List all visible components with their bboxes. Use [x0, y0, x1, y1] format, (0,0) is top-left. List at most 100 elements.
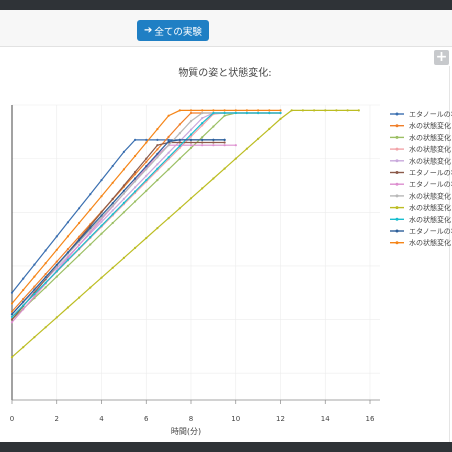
data-point — [100, 214, 103, 217]
legend-item[interactable]: 水の状態変化 — [390, 121, 451, 130]
data-point — [201, 124, 204, 127]
data-point — [145, 168, 148, 171]
data-point — [66, 251, 69, 254]
data-point — [212, 144, 215, 147]
data-point — [22, 277, 25, 280]
data-point — [111, 266, 114, 269]
top-bar — [0, 0, 452, 10]
data-point — [178, 157, 181, 160]
data-point — [301, 109, 304, 112]
data-point — [89, 224, 92, 227]
legend-item[interactable]: 水の状態変化 — [390, 156, 451, 165]
data-point — [66, 221, 69, 224]
data-point — [201, 111, 204, 115]
data-point — [201, 144, 204, 147]
data-point — [268, 109, 271, 112]
x-tick-label: 12 — [276, 415, 285, 423]
data-point — [100, 179, 103, 182]
data-point — [89, 236, 92, 239]
data-point — [189, 146, 193, 149]
data-point — [279, 109, 282, 112]
x-tick-label: 4 — [99, 415, 104, 423]
data-point — [201, 109, 204, 112]
data-point — [66, 258, 69, 261]
chart-title: 物質の姿と状態変化: — [178, 66, 271, 79]
legend-marker — [395, 147, 399, 151]
all-experiments-button[interactable]: ➔ 全ての実験 — [137, 20, 209, 41]
data-point — [122, 211, 125, 214]
data-point — [100, 211, 103, 214]
legend-item[interactable]: エタノールの状態変化 — [390, 168, 452, 177]
data-point — [100, 232, 103, 235]
data-point — [22, 288, 25, 292]
data-point — [78, 207, 81, 210]
legend-item[interactable]: エタノールの状態変化 — [390, 110, 452, 119]
data-point — [44, 262, 47, 265]
data-point — [78, 235, 81, 238]
data-point — [10, 302, 14, 305]
data-point — [145, 236, 148, 240]
data-point — [245, 147, 248, 150]
data-point — [290, 109, 293, 112]
legend-item[interactable]: 水の状態変化 — [390, 203, 451, 212]
chart-grid — [11, 104, 380, 400]
data-point — [178, 138, 181, 141]
legend-item[interactable]: 水の状態変化 — [390, 145, 451, 154]
legend-item[interactable]: エタノールの状態変化 — [390, 180, 452, 189]
data-point — [10, 313, 14, 316]
data-point — [167, 168, 170, 171]
data-point — [78, 296, 81, 299]
data-point — [10, 315, 14, 318]
data-point — [189, 111, 193, 115]
legend-marker — [395, 124, 399, 128]
toolbar — [0, 10, 452, 47]
data-point — [122, 189, 125, 192]
data-point — [189, 141, 193, 144]
data-point — [66, 235, 69, 238]
data-point — [167, 217, 170, 220]
data-point — [134, 186, 137, 189]
data-point — [156, 144, 159, 147]
data-point — [100, 276, 103, 279]
data-point — [134, 154, 137, 158]
plus-icon[interactable]: + — [434, 49, 449, 65]
legend-item[interactable]: 水の状態変化 — [390, 133, 451, 142]
x-axis-title: 時間(分) — [171, 427, 201, 436]
data-point — [55, 260, 58, 263]
data-point — [212, 125, 215, 128]
data-point — [10, 321, 14, 324]
panel-divider — [449, 66, 450, 442]
data-point — [223, 109, 226, 112]
data-point — [189, 109, 193, 112]
legend-label: 水の状態変化 — [409, 191, 451, 200]
data-point — [167, 140, 170, 143]
data-point — [156, 163, 159, 166]
data-point — [134, 138, 137, 141]
data-point — [111, 197, 114, 200]
data-point — [22, 297, 25, 301]
x-tick-label: 6 — [144, 415, 149, 423]
data-point — [55, 270, 58, 273]
data-point — [78, 239, 81, 242]
data-point — [134, 246, 137, 249]
data-point — [178, 144, 181, 147]
legend-label: 水の状態変化 — [409, 145, 451, 154]
legend-label: エタノールの状態変化 — [409, 180, 452, 189]
data-point — [134, 180, 137, 183]
legend-label: 水の状態変化 — [409, 133, 451, 142]
series-9 — [10, 109, 360, 359]
legend-label: エタノールの状態変化 — [409, 168, 452, 177]
data-point — [111, 213, 114, 216]
legend-item[interactable]: 水の状態変化 — [390, 191, 451, 200]
data-point — [55, 263, 58, 266]
data-point — [10, 291, 14, 294]
data-point — [134, 173, 137, 176]
legend-item[interactable]: エタノールの状態変化 — [390, 227, 452, 236]
data-point — [33, 263, 36, 266]
legend-item[interactable]: 水の状態変化 — [390, 215, 451, 224]
data-point — [223, 114, 226, 117]
data-point — [55, 248, 58, 251]
legend-item[interactable]: 水の状態変化 — [390, 238, 451, 247]
data-point — [201, 122, 204, 125]
data-point — [268, 127, 271, 130]
